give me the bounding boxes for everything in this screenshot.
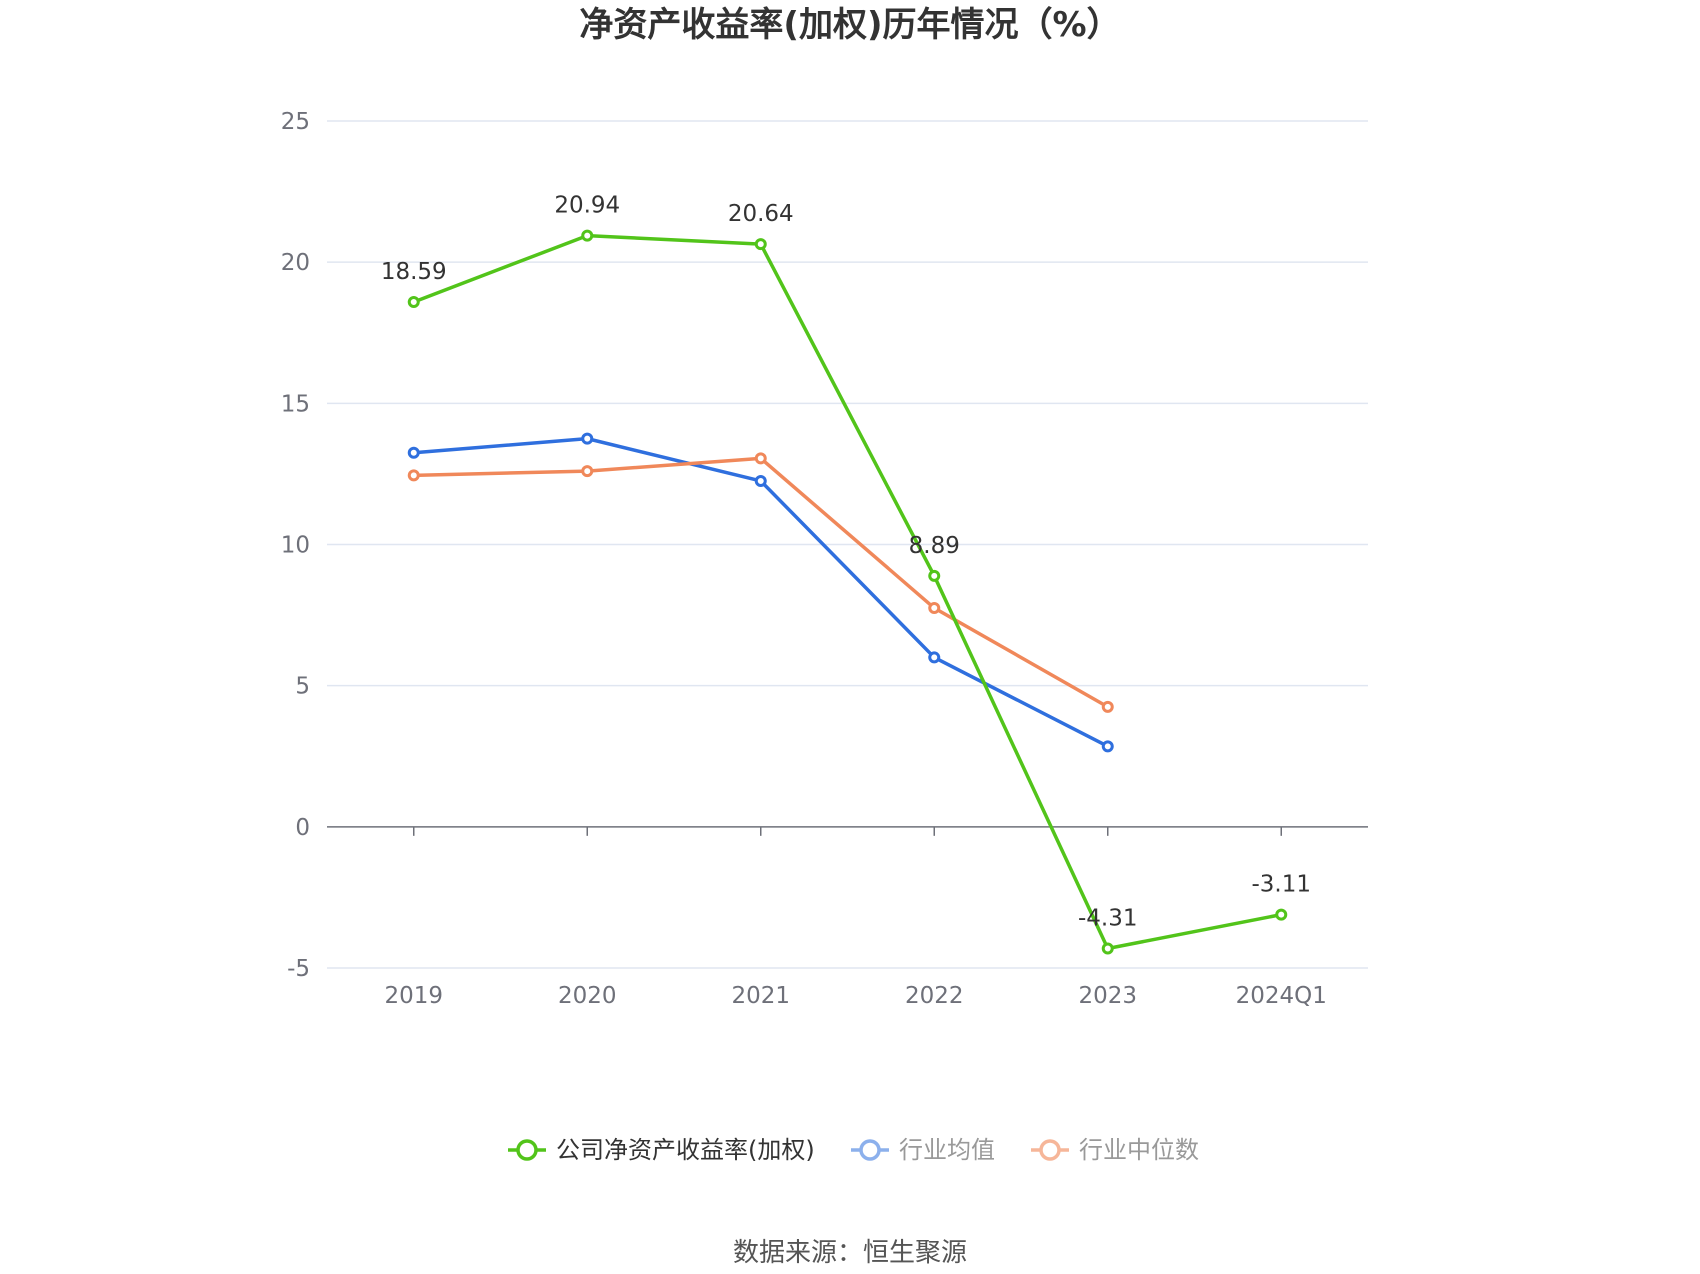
legend-item-1[interactable]: 行业均值	[851, 1136, 995, 1164]
y-tick-label: 5	[295, 674, 310, 700]
data-point[interactable]	[581, 465, 594, 478]
grid-lines	[327, 120, 1368, 969]
data-labels: 18.59 20.94 20.64 8.89 -4.31 -3.11	[381, 193, 1311, 932]
data-label: 20.94	[554, 193, 620, 219]
data-label: 18.59	[381, 259, 447, 285]
legend[interactable]: 公司净资产收益率(加权) 行业均值 行业中位数	[508, 1136, 1199, 1164]
data-point[interactable]	[754, 238, 767, 251]
data-label: -3.11	[1251, 872, 1311, 898]
legend-item-0[interactable]: 公司净资产收益率(加权)	[508, 1136, 815, 1164]
data-label: 8.89	[909, 533, 960, 559]
x-tick-label: 2021	[731, 983, 790, 1009]
y-tick-label: 25	[281, 109, 310, 135]
x-tick-label: 2023	[1078, 983, 1137, 1009]
data-point[interactable]	[928, 651, 941, 664]
source-note: 数据来源：恒生聚源	[733, 1238, 967, 1268]
data-point[interactable]	[754, 452, 767, 465]
data-point[interactable]	[928, 569, 941, 582]
data-point[interactable]	[1101, 740, 1114, 753]
data-point[interactable]	[581, 229, 594, 242]
y-tick-label: 20	[281, 250, 310, 276]
data-point[interactable]	[581, 432, 594, 445]
axes: 25 20 15 10 5 0 -5 2019 2020 2021 2022 2023 2024Q1	[281, 109, 1368, 1009]
series-line-0	[413, 233, 1282, 951]
x-tick-label: 2020	[558, 983, 617, 1009]
y-tick-label: 15	[281, 391, 310, 417]
x-tick-label: 2019	[384, 983, 443, 1009]
y-tick-label: -5	[287, 956, 310, 982]
y-tick-label: 10	[281, 533, 310, 559]
legend-item-2[interactable]: 行业中位数	[1031, 1136, 1199, 1164]
data-point[interactable]	[407, 469, 420, 482]
series-line-2	[413, 456, 1109, 709]
legend-marker	[859, 1139, 881, 1161]
series-lines	[407, 229, 1288, 955]
legend-label: 公司净资产收益率(加权)	[556, 1136, 815, 1164]
data-point[interactable]	[754, 474, 767, 487]
legend-marker	[516, 1139, 538, 1161]
data-point[interactable]	[1101, 700, 1114, 713]
data-label: 20.64	[728, 201, 794, 227]
chart-title: 净资产收益率(加权)历年情况（%）	[579, 5, 1120, 45]
x-tick-label: 2022	[905, 983, 964, 1009]
data-label: -4.31	[1078, 906, 1138, 932]
legend-label: 行业均值	[899, 1136, 995, 1164]
x-tick-label: 2024Q1	[1236, 983, 1327, 1009]
data-point[interactable]	[407, 446, 420, 459]
legend-marker	[1039, 1139, 1061, 1161]
data-point[interactable]	[928, 602, 941, 615]
data-point[interactable]	[407, 295, 420, 308]
y-tick-label: 0	[295, 815, 310, 841]
data-point[interactable]	[1275, 908, 1288, 921]
legend-label: 行业中位数	[1079, 1136, 1199, 1164]
data-point[interactable]	[1101, 942, 1114, 955]
